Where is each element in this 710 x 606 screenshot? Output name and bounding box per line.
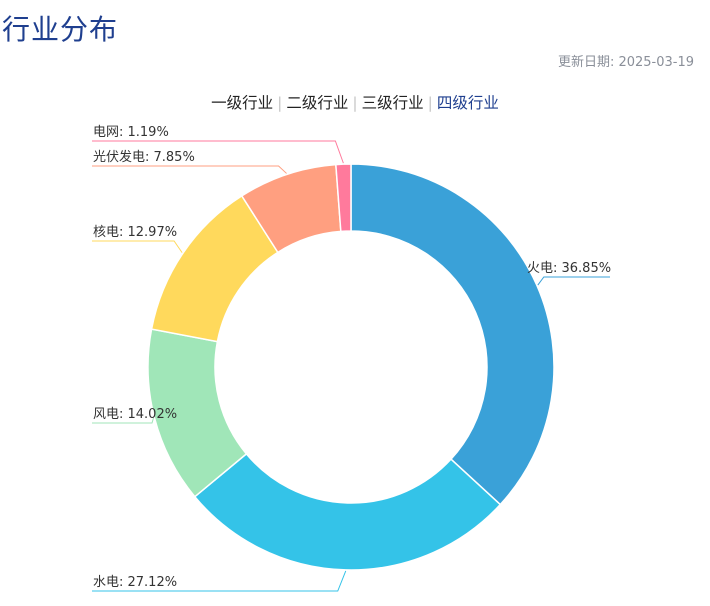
leader-line-0	[537, 276, 610, 286]
leader-line-4	[92, 165, 287, 174]
tab-level-3[interactable]: 三级行业	[361, 94, 424, 112]
slice-label-5: 电网: 1.19%	[93, 125, 169, 140]
slice-label-0: 火电: 36.85%	[527, 261, 611, 276]
label-leader-lines	[92, 140, 610, 592]
slice-label-2: 风电: 14.02%	[93, 407, 177, 422]
donut-slices	[147, 163, 555, 571]
donut-slice-5[interactable]	[335, 163, 352, 233]
tab-level-4[interactable]: 四级行业	[436, 94, 499, 112]
page-title: 行业分布	[2, 13, 119, 46]
leader-line-3	[92, 240, 183, 253]
slice-label-1: 水电: 27.12%	[93, 575, 177, 590]
leader-line-2	[92, 417, 154, 424]
tab-separator: |	[427, 94, 433, 112]
level-tabs: 一级行业 | 二级行业 | 三级行业 | 四级行业	[0, 91, 710, 113]
leader-line-1	[92, 570, 347, 592]
tab-level-1[interactable]: 一级行业	[211, 94, 274, 112]
slice-labels: 火电: 36.85% 水电: 27.12% 风电: 14.02% 核电: 12.97%…	[93, 125, 611, 590]
tab-level-2[interactable]: 二级行业	[286, 94, 349, 112]
slice-label-4: 光伏发电: 7.85%	[93, 149, 195, 165]
tab-separator: |	[277, 94, 283, 112]
donut-slice-0[interactable]	[350, 163, 555, 506]
slice-label-3: 核电: 12.97%	[93, 225, 177, 240]
leader-line-5	[92, 140, 344, 164]
tab-separator: |	[352, 94, 358, 112]
update-date: 更新日期: 2025-03-19	[557, 55, 694, 70]
donut-slice-1[interactable]	[193, 452, 502, 571]
